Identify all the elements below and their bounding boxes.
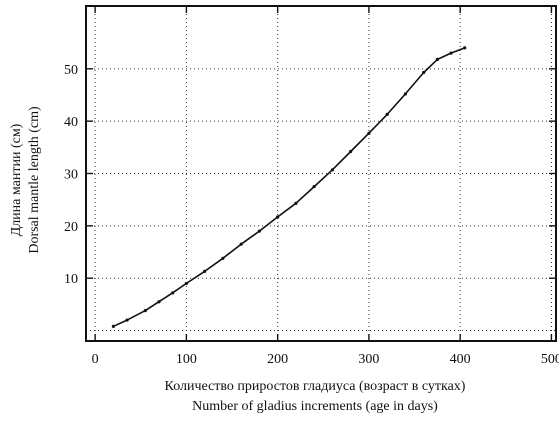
data-point bbox=[422, 70, 426, 75]
series-line bbox=[113, 47, 465, 328]
x-tick-labels: 0 100 200 300 400 500 bbox=[92, 352, 559, 367]
data-point bbox=[125, 318, 129, 322]
series-points bbox=[111, 46, 467, 328]
y-tick-label: 20 bbox=[64, 220, 78, 235]
data-point bbox=[157, 300, 161, 304]
x-tick-label: 500 bbox=[541, 352, 559, 367]
x-tick-label: 100 bbox=[176, 352, 197, 367]
data-point bbox=[221, 256, 225, 260]
x-tick-label: 300 bbox=[358, 352, 379, 367]
data-point bbox=[349, 149, 353, 154]
y-tick-label: 40 bbox=[64, 115, 78, 130]
y-tick-label: 30 bbox=[64, 168, 78, 183]
data-point bbox=[330, 168, 335, 172]
y-tick-label: 50 bbox=[64, 63, 78, 78]
data-point bbox=[143, 309, 147, 313]
y-tick-label: 10 bbox=[64, 272, 78, 287]
grid bbox=[86, 6, 556, 341]
x-tick-label: 200 bbox=[267, 352, 288, 367]
data-point bbox=[312, 184, 316, 189]
x-tick-label: 400 bbox=[450, 352, 471, 367]
y-tick-labels: 10 20 30 40 50 bbox=[64, 63, 78, 287]
data-point bbox=[257, 229, 261, 233]
data-point bbox=[449, 51, 453, 55]
data-point bbox=[435, 57, 439, 61]
data-point bbox=[171, 291, 175, 295]
axis-ticks bbox=[86, 6, 556, 341]
data-point bbox=[203, 269, 207, 273]
data-point bbox=[276, 215, 280, 219]
data-point bbox=[385, 112, 389, 116]
data-point bbox=[111, 324, 115, 328]
data-point bbox=[184, 281, 188, 286]
plot-frame bbox=[85, 5, 557, 342]
data-point bbox=[294, 201, 298, 205]
data-point bbox=[403, 92, 408, 96]
x-axis-title: Number of gladius increments (age in day… bbox=[192, 399, 438, 414]
data-point bbox=[239, 242, 243, 246]
y-axis-title-ru: Длина мантии (см) bbox=[9, 123, 24, 236]
x-tick-label: 0 bbox=[92, 352, 99, 367]
data-point bbox=[367, 131, 371, 135]
x-axis-title-ru: Количество приростов гладиуса (возраст в… bbox=[165, 379, 466, 394]
data-point bbox=[463, 46, 467, 50]
y-axis-title: Dorsal mantle length (cm) bbox=[27, 106, 42, 254]
